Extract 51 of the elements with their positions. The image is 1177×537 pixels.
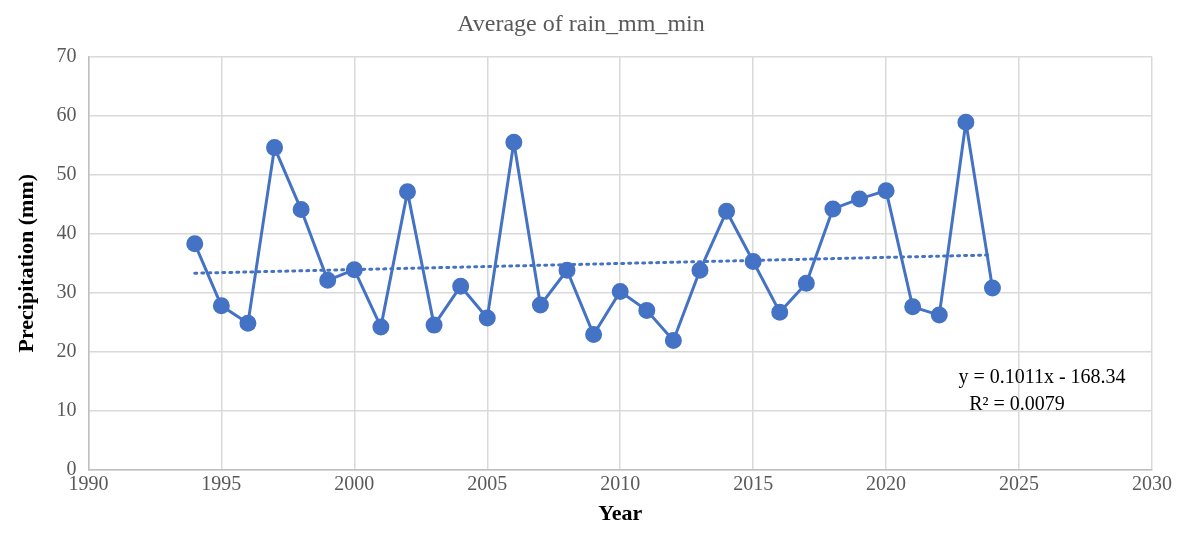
annotation: y = 0.1011x - 168.34	[958, 364, 1126, 388]
point	[266, 139, 284, 157]
x-axis-title: Year	[598, 500, 643, 526]
point	[345, 261, 363, 279]
point	[212, 297, 230, 315]
point	[558, 261, 576, 279]
point	[531, 296, 549, 314]
y-tick-label: 20	[56, 338, 77, 361]
point	[292, 201, 310, 219]
y-axis-title: Precipitation (mm)	[12, 173, 38, 353]
point	[372, 318, 390, 336]
x-tick-label: 2015	[733, 471, 774, 494]
point	[319, 271, 337, 289]
point	[983, 279, 1001, 297]
point	[851, 190, 869, 208]
point	[771, 303, 789, 321]
point	[505, 133, 523, 151]
y-tick-label: 60	[56, 103, 77, 126]
point	[824, 200, 842, 218]
point	[904, 298, 922, 316]
y-tick-label: 40	[56, 220, 77, 243]
point	[744, 252, 762, 270]
point	[957, 113, 975, 131]
point	[452, 277, 470, 295]
x-tick-label: 2020	[866, 471, 907, 494]
point	[691, 261, 709, 279]
x-tick-label: 2025	[999, 471, 1040, 494]
point	[797, 274, 815, 292]
point	[425, 316, 443, 334]
point	[718, 202, 736, 220]
x-tick-label: 2030	[1132, 471, 1172, 494]
point	[638, 301, 656, 319]
x-tick-label: 2005	[467, 471, 508, 494]
point	[611, 283, 629, 301]
chart-title: Average of rain_mm_min	[457, 9, 705, 36]
point	[877, 182, 895, 200]
x-tick-label: 2000	[334, 471, 375, 494]
x-tick-label: 1995	[201, 471, 242, 494]
x-tick-label: 2010	[600, 471, 641, 494]
point	[664, 331, 682, 349]
y-tick-label: 70	[56, 44, 77, 67]
point	[585, 326, 603, 344]
point	[398, 183, 416, 201]
y-tick-label: 30	[56, 279, 77, 302]
point	[478, 309, 496, 327]
annotation: R² = 0.0079	[969, 391, 1065, 414]
point	[930, 306, 948, 324]
y-tick-label: 50	[56, 161, 77, 184]
y-tick-label: 10	[56, 397, 77, 420]
point	[239, 314, 257, 332]
point	[186, 235, 204, 253]
